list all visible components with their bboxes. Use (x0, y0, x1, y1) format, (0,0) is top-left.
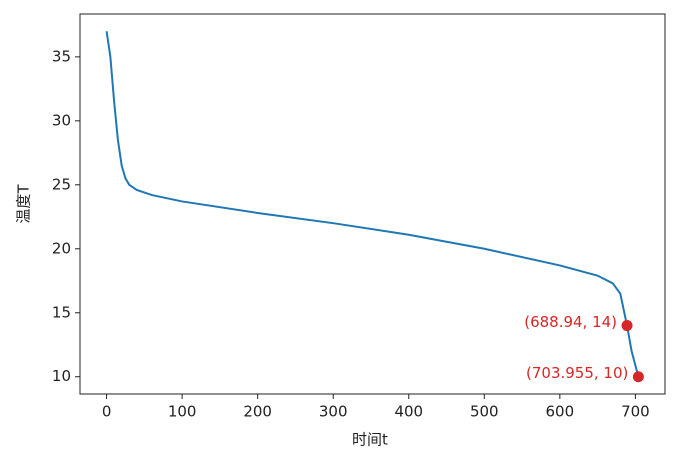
point (632, 371, 644, 383)
line (105, 31, 640, 377)
x-tick-label: 400 (394, 403, 423, 421)
x-axis-label: 时间t (352, 431, 388, 449)
point-label: (688.94, 14) (524, 313, 617, 331)
y-tick-label: 25 (52, 175, 71, 193)
plot-frame (79, 13, 666, 395)
y-tick-label: 20 (52, 239, 71, 257)
y-tick-label: 15 (52, 303, 71, 321)
y-axis-label: 温度T (15, 184, 33, 224)
y-tick-label: 10 (52, 367, 71, 385)
x-tick-label: 0 (102, 403, 112, 421)
x-tick-label: 500 (470, 403, 499, 421)
point (621, 320, 633, 332)
point-label: (703.955, 10) (526, 364, 628, 382)
x-tick-label: 700 (621, 403, 650, 421)
y-tick-label: 35 (52, 47, 71, 65)
x-tick-label: 300 (319, 403, 348, 421)
x-tick-label: 600 (546, 403, 575, 421)
x-tick-label: 100 (168, 403, 197, 421)
x-tick-label: 200 (243, 403, 272, 421)
y-tick-label: 30 (52, 111, 71, 129)
